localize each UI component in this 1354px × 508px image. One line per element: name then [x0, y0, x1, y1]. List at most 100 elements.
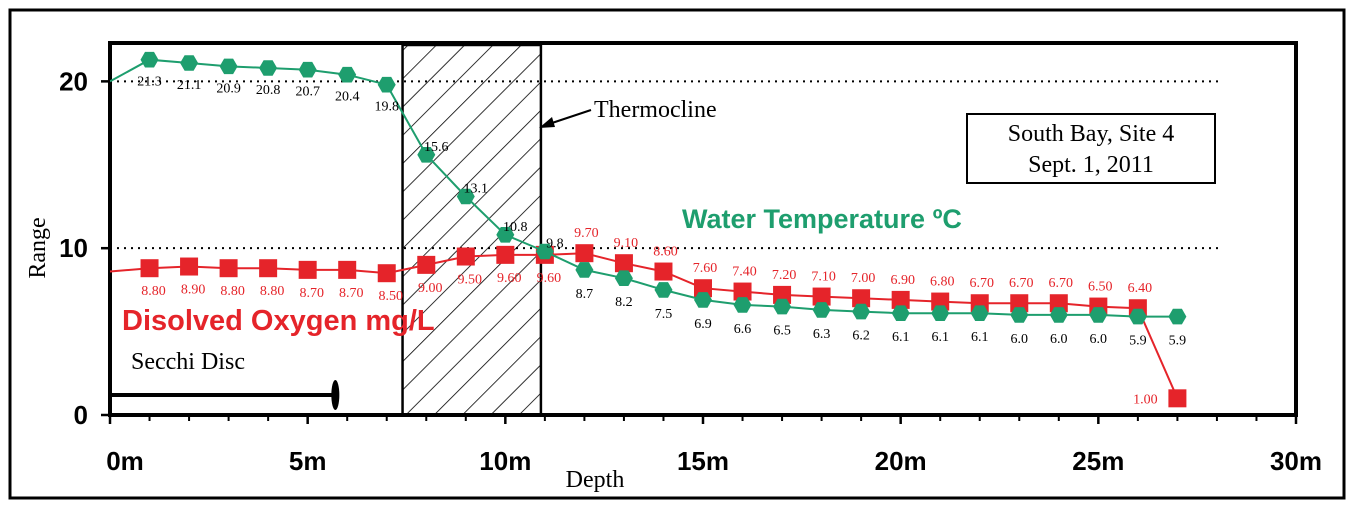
series-line-oxygen [109, 252, 1179, 399]
temperature-point [535, 243, 554, 260]
thermocline-arrowhead [539, 117, 555, 128]
temperature-point [575, 262, 594, 278]
oxygen-point [733, 282, 752, 301]
temperature-data-label: 6.1 [931, 330, 949, 345]
oxygen-point [614, 254, 633, 273]
oxygen-point [338, 260, 357, 279]
info-box [966, 113, 1216, 184]
oxygen-point [456, 247, 475, 266]
oxygen-data-label: 7.40 [732, 265, 757, 280]
series-label-water-temperature: Water Temperature ºC [682, 204, 962, 234]
oxygen-data-label: 8.90 [181, 283, 206, 298]
x-tick-label: 5m [289, 446, 327, 476]
temperature-point [614, 270, 633, 286]
temperature-data-label: 20.4 [335, 90, 360, 105]
temperature-point [180, 55, 199, 71]
temperature-point [852, 303, 871, 320]
series-line-temperature [109, 58, 1178, 318]
oxygen-point [891, 290, 910, 309]
oxygen-data-label: 6.90 [890, 273, 915, 288]
temperature-data-label: 8.2 [615, 295, 633, 310]
oxygen-data-label: 9.00 [418, 281, 443, 296]
temperature-data-label: 19.8 [374, 100, 399, 115]
oxygen-point [180, 257, 199, 276]
oxygen-data-label: 8.80 [141, 284, 166, 299]
temperature-data-label: 6.6 [734, 322, 752, 337]
y-tick-label: 20 [59, 66, 88, 96]
temperature-point [891, 305, 910, 321]
oxygen-data-label: 9.10 [614, 236, 639, 251]
temperature-data-label: 5.9 [1169, 334, 1187, 349]
temperature-point [654, 282, 673, 298]
oxygen-data-label: 7.00 [851, 271, 876, 286]
temperature-point [417, 147, 436, 163]
oxygen-point [140, 259, 159, 278]
temperature-point [219, 58, 238, 75]
series-label-dissolved-oxygen: Disolved Oxygen mg/L [122, 305, 435, 337]
oxygen-data-label: 6.40 [1128, 281, 1153, 296]
info-box-date: Sept. 1, 2011 [1028, 152, 1154, 178]
oxygen-data-label: 8.80 [260, 284, 285, 299]
oxygen-data-label: 9.50 [458, 273, 483, 288]
temperature-data-label: 6.2 [852, 329, 870, 344]
temperature-point [931, 305, 950, 321]
oxygen-data-label: 7.10 [811, 270, 836, 285]
oxygen-data-label: 9.60 [497, 271, 522, 286]
x-tick-label: 15m [677, 446, 729, 476]
temperature-point [456, 188, 475, 205]
y-axis-title: Range [25, 217, 51, 278]
temperature-data-label: 10.8 [503, 220, 528, 235]
axes: 0m 5m 10m 15m 20m 25m 30m 0 10 20 [59, 66, 1322, 476]
oxygen-data-label: 6.50 [1088, 280, 1113, 295]
temperature-data-label: 20.7 [295, 85, 320, 100]
temperature-point [970, 305, 989, 321]
x-tick-label: 20m [875, 446, 927, 476]
oxygen-data-label: 7.60 [693, 261, 718, 276]
oxygen-data-label: 8.70 [339, 286, 364, 301]
oxygen-data-label: 1.00 [1133, 392, 1158, 407]
temperature-point [694, 292, 712, 308]
oxygen-point [377, 264, 396, 283]
oxygen-data-label: 8.80 [220, 284, 245, 299]
oxygen-data-label: 9.60 [537, 271, 562, 286]
info-box-location: South Bay, Site 4 [1008, 121, 1174, 147]
x-tick-label: 0m [106, 446, 144, 476]
oxygen-data-label: 6.70 [969, 276, 994, 291]
temperature-point [1010, 307, 1029, 323]
oxygen-point [812, 287, 831, 306]
secchi-disc-shape [331, 379, 340, 410]
thermocline-band [401, 43, 543, 417]
oxygen-point [852, 289, 871, 308]
temperature-data-label: 21.1 [177, 78, 202, 93]
oxygen-data-label: 8.60 [653, 245, 678, 260]
series-layer: 21.3 21.1 20.9 20.8 20.7 20.4 19.8 15.6 13.1 10.8… [109, 51, 1187, 408]
oxygen-point [1168, 389, 1187, 408]
oxygen-point [654, 262, 673, 281]
temperature-data-label: 6.0 [1090, 332, 1108, 347]
temperature-data-label: 6.0 [1050, 332, 1068, 347]
temperature-data-label: 5.9 [1129, 334, 1147, 349]
temperature-data-label: 15.6 [424, 140, 449, 155]
secchi-disc-label: Secchi Disc [131, 349, 245, 375]
temperature-point [773, 298, 792, 315]
oxygen-point [417, 255, 436, 274]
y-tick-label: 10 [59, 233, 88, 263]
temperature-point [1089, 307, 1108, 323]
oxygen-point [496, 245, 515, 264]
temperature-data-label: 6.0 [1011, 332, 1029, 347]
oxygen-data-label: 6.80 [930, 275, 955, 290]
temperature-data-label: 9.8 [546, 237, 564, 252]
temperature-data-label: 6.1 [971, 330, 989, 345]
oxygen-point [298, 260, 317, 279]
x-tick-label: 10m [479, 446, 531, 476]
oxygen-data-label: 8.50 [378, 289, 403, 304]
x-tick-label: 30m [1270, 446, 1322, 476]
temperature-point [1168, 308, 1187, 325]
oxygen-data-label: 6.70 [1009, 276, 1034, 291]
oxygen-point [219, 259, 238, 278]
temperature-data-label: 6.3 [813, 327, 831, 342]
temperature-data-label: 8.7 [576, 287, 594, 302]
temperature-point [733, 297, 752, 313]
temperature-data-label: 13.1 [464, 182, 489, 197]
